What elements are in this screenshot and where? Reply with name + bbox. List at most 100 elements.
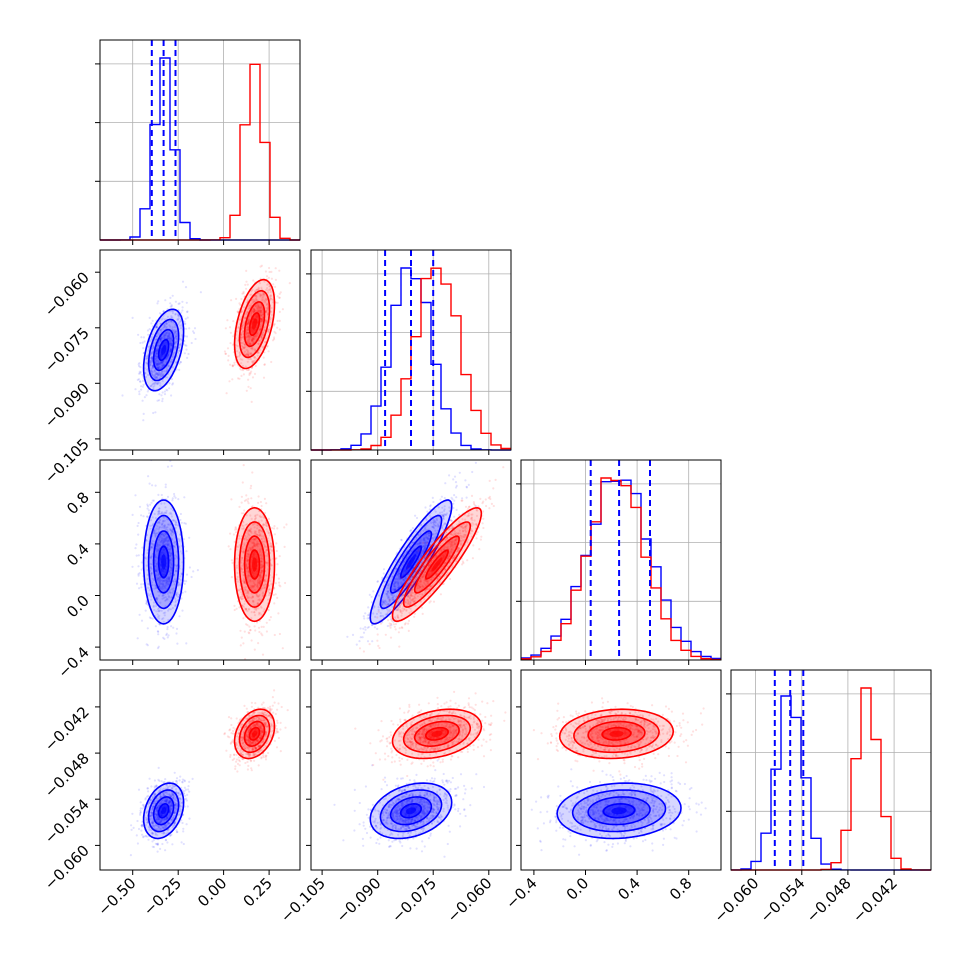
scatter-point [172,626,175,629]
scatter-point [261,558,264,561]
scatter-point [275,542,278,545]
scatter-point [241,330,245,333]
scatter-point [256,333,259,336]
scatter-point [138,393,141,396]
scatter-point [424,546,427,549]
scatter-point [156,647,160,650]
scatter-point [164,538,167,542]
scatter-point [274,267,277,270]
scatter-point [155,568,158,571]
scatter-point [252,538,255,541]
scatter-point [253,355,257,358]
scatter-point [245,368,249,372]
scatter-point [267,590,270,593]
scatter-point [270,277,273,280]
scatter-point [276,301,279,304]
scatter-point [402,578,405,582]
scatter-point [445,531,448,534]
scatter-point [157,363,160,366]
scatter-point [398,627,401,630]
scatter-point [393,583,396,586]
scatter-point [422,538,425,541]
scatter-point [266,530,269,533]
scatter-point [167,334,170,337]
scatter-point [163,333,166,336]
scatter-point [156,566,159,569]
scatter-point [238,606,241,609]
scatter-point [251,338,254,341]
scatter-point [144,375,148,379]
scatter-point [368,593,371,596]
scatter-point [453,499,456,502]
contour-line [248,312,261,336]
scatter-point [256,513,259,516]
scatter-point [239,588,242,591]
scatter-point [391,605,394,609]
scatter-point [429,561,432,564]
scatter-point [423,589,426,592]
scatter-point [419,554,423,557]
scatter-point [170,567,173,570]
scatter-point [424,536,427,539]
scatter-point [260,306,263,309]
scatter-point [261,592,264,595]
scatter-point [169,344,172,347]
scatter-point [388,600,391,603]
scatter-point [244,365,247,368]
scatter-point [136,637,139,640]
scatter-point [161,362,164,365]
scatter-point [174,593,177,596]
scatter-point [259,576,262,579]
scatter-point [159,362,162,365]
scatter-point [173,346,176,349]
scatter-point [152,604,155,607]
scatter-point [443,548,446,551]
scatter-point [170,596,173,599]
scatter-point [480,535,483,538]
scatter-point [465,496,468,499]
scatter-point [161,533,164,536]
scatter-point [137,372,141,375]
scatter-point [473,504,477,507]
scatter-point [253,360,256,363]
scatter-point [158,374,161,377]
scatter-point [131,565,134,568]
scatter-point [432,525,435,528]
panel-2-1 [310,459,512,661]
scatter-point [192,570,195,573]
scatter-point [443,522,447,525]
scatter-point [276,326,279,329]
scatter-point [155,377,158,380]
scatter-point [251,586,254,589]
scatter-point [244,345,247,349]
scatter-point [242,521,245,524]
scatter-point [394,585,397,588]
scatter-point [263,328,266,331]
scatter-point [245,312,248,315]
scatter-point [247,358,250,361]
scatter-point [258,578,261,581]
scatter-point [161,585,164,588]
scatter-point [262,293,265,296]
scatter-point [448,474,451,477]
scatter-point [246,341,249,344]
scatter-point [387,583,391,586]
scatter-point [228,380,231,383]
scatter-point [170,328,174,331]
scatter-point [455,484,458,487]
scatter-point [422,545,425,548]
scatter-point [253,543,256,546]
scatter-point [171,606,174,610]
scatter-point [263,578,266,581]
scatter-point [184,344,187,347]
scatter-point [165,358,168,361]
scatter-point [461,497,464,500]
scatter-point [259,557,262,560]
scatter-point [240,338,243,341]
scatter-point [157,493,160,496]
scatter-point [254,517,257,521]
scatter-point [428,534,431,537]
scatter-point [424,549,427,552]
scatter-point [394,578,397,581]
scatter-point [425,519,428,522]
